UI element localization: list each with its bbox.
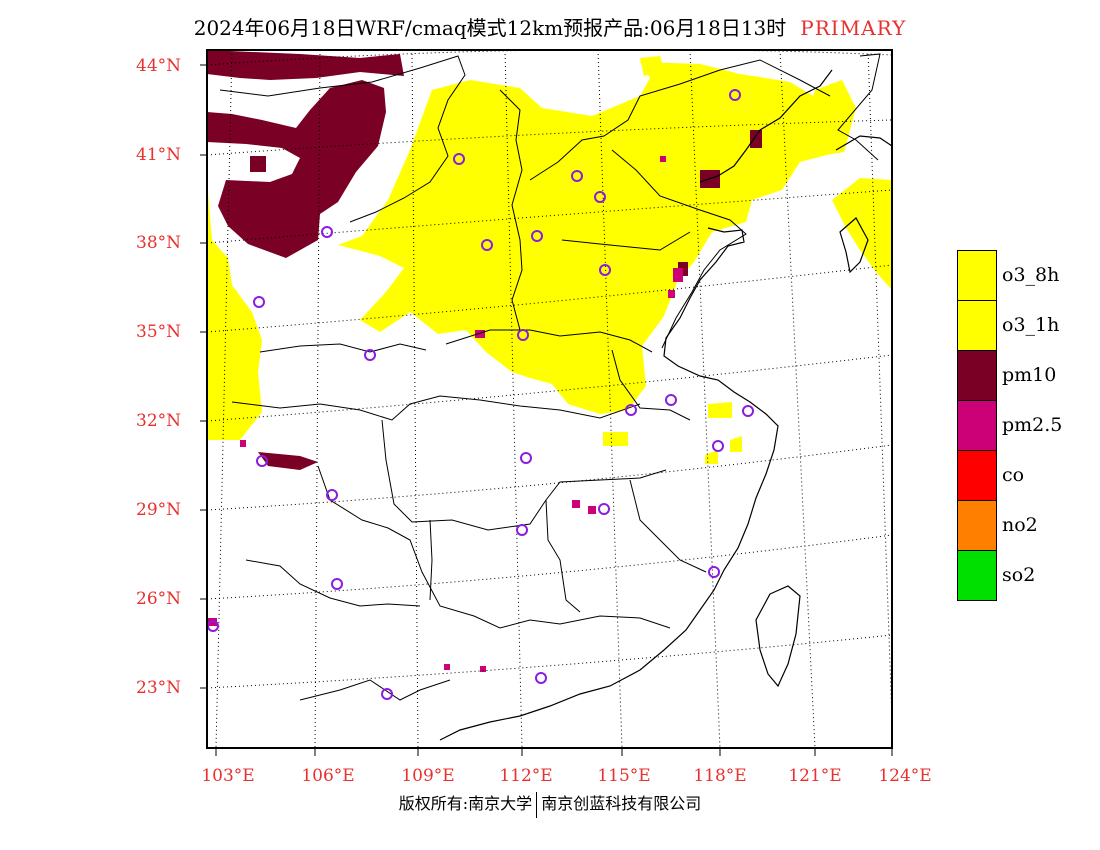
footer-divider bbox=[536, 791, 538, 818]
lat-label-29: 29°N bbox=[136, 500, 182, 520]
legend-swatch bbox=[957, 450, 997, 501]
legend-swatch bbox=[957, 250, 997, 301]
lon-label-106: 106°E bbox=[301, 766, 355, 786]
legend-label: o3_8h bbox=[1002, 264, 1060, 286]
legend-label: so2 bbox=[1002, 564, 1036, 586]
copyright-company: 南京创蓝科技有限公司 bbox=[541, 794, 702, 813]
legend-swatch bbox=[957, 400, 997, 451]
lat-label-35: 35°N bbox=[136, 322, 182, 342]
axis-ticks bbox=[200, 64, 893, 756]
legend-label: no2 bbox=[1002, 514, 1038, 536]
lat-label-41: 41°N bbox=[136, 145, 182, 165]
lat-label-38: 38°N bbox=[136, 233, 182, 253]
primary-label: PRIMARY bbox=[800, 16, 907, 40]
lat-label-26: 26°N bbox=[136, 589, 182, 609]
province-borders bbox=[219, 53, 881, 701]
pm10-region bbox=[207, 50, 762, 470]
legend-label: pm2.5 bbox=[1002, 414, 1063, 436]
coastline bbox=[439, 69, 892, 741]
legend-swatch bbox=[957, 550, 997, 601]
map-title: 2024年06月18日WRF/cmaq模式12km预报产品:06月18日13时 P… bbox=[0, 12, 1100, 42]
lon-label-112: 112°E bbox=[499, 766, 553, 786]
lon-label-124: 124°E bbox=[878, 766, 932, 786]
map-frame bbox=[206, 49, 893, 749]
latitude-gridlines bbox=[207, 50, 892, 689]
lon-label-118: 118°E bbox=[693, 766, 747, 786]
copyright-owner: 版权所有:南京大学 bbox=[398, 794, 533, 813]
legend-swatch bbox=[957, 500, 997, 551]
lat-label-23: 23°N bbox=[136, 678, 182, 698]
map-title-text: 2024年06月18日WRF/cmaq模式12km预报产品:06月18日13时 bbox=[193, 16, 787, 40]
legend-swatch bbox=[957, 350, 997, 401]
lon-label-115: 115°E bbox=[597, 766, 651, 786]
legend-label: pm10 bbox=[1002, 364, 1057, 386]
lat-label-44: 44°N bbox=[136, 56, 182, 76]
longitude-gridlines bbox=[215, 50, 892, 748]
legend-swatch bbox=[957, 300, 997, 351]
o3-region bbox=[207, 56, 892, 464]
legend-label: o3_1h bbox=[1002, 314, 1060, 336]
station-markers bbox=[207, 89, 754, 700]
copyright-footer: 版权所有:南京大学 南京创蓝科技有限公司 bbox=[0, 790, 1100, 818]
lon-label-121: 121°E bbox=[788, 766, 842, 786]
lat-label-32: 32°N bbox=[136, 411, 182, 431]
legend-label: co bbox=[1002, 464, 1025, 486]
lon-label-103: 103°E bbox=[201, 766, 255, 786]
lon-label-109: 109°E bbox=[401, 766, 455, 786]
